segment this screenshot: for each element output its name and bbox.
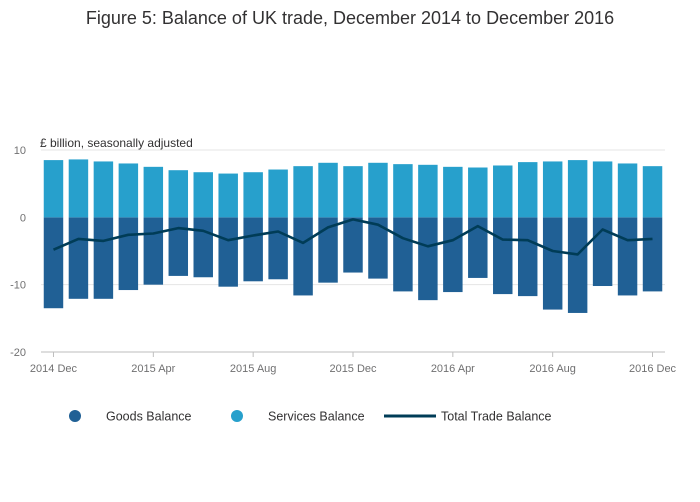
- y-tick-label: -20: [10, 347, 26, 359]
- chart-title: Figure 5: Balance of UK trade, December …: [85, 8, 615, 28]
- services-bar: [68, 159, 89, 218]
- legend-services-label: Services Balance: [268, 410, 365, 424]
- x-tick-label: 2016 Apr: [431, 363, 475, 375]
- services-bar: [517, 162, 538, 218]
- goods-bar: [143, 217, 164, 285]
- services-bar: [43, 160, 64, 218]
- goods-bar: [243, 217, 263, 282]
- goods-bar: [93, 217, 114, 299]
- goods-bar: [68, 217, 89, 299]
- y-tick-label: -10: [10, 280, 26, 292]
- goods-bar: [393, 217, 413, 292]
- services-bar: [493, 165, 513, 218]
- services-bar: [418, 164, 438, 218]
- services-bar: [93, 161, 114, 218]
- goods-bar: [193, 217, 213, 278]
- services-bar: [468, 167, 488, 218]
- goods-bars: [43, 217, 663, 313]
- x-tick-label: 2015 Apr: [131, 363, 175, 375]
- services-bar: [293, 166, 313, 218]
- services-bar: [592, 161, 613, 218]
- x-axis: 2014 Dec 2015 Apr 2015 Aug 2015 Dec 2016 Apr…: [30, 351, 677, 375]
- y-tick-label: 10: [14, 145, 26, 157]
- y-tick-label: 0: [20, 212, 26, 224]
- services-bar: [143, 166, 164, 218]
- y-axis: 10 0 -10 -20: [10, 145, 26, 359]
- goods-bar: [517, 217, 538, 297]
- x-tick-label: 2016 Dec: [629, 363, 677, 375]
- legend-total-label: Total Trade Balance: [441, 410, 552, 424]
- legend-goods-marker: [69, 410, 81, 422]
- goods-bar: [617, 217, 638, 296]
- x-tick-label: 2015 Dec: [329, 363, 377, 375]
- goods-bar: [443, 217, 463, 293]
- goods-bar: [118, 217, 139, 291]
- goods-bar: [343, 217, 363, 273]
- services-bar: [193, 172, 213, 218]
- total-trade-series-line: [52, 218, 653, 256]
- services-bars: [43, 159, 663, 218]
- goods-bar: [493, 217, 513, 295]
- x-tick-label: 2016 Aug: [529, 363, 576, 375]
- legend: Goods Balance Services Balance Total Trade…: [69, 410, 552, 424]
- services-bar: [168, 170, 189, 218]
- services-bar: [393, 164, 413, 218]
- goods-bar: [218, 217, 238, 287]
- services-bar: [343, 166, 363, 218]
- goods-bar: [368, 217, 388, 279]
- services-bar: [243, 172, 263, 218]
- services-bar: [218, 173, 238, 218]
- total-trade-line: [52, 218, 653, 256]
- goods-bar: [642, 217, 663, 292]
- x-tick-label: 2014 Dec: [30, 363, 78, 375]
- services-bar: [318, 162, 338, 218]
- services-bar: [368, 162, 388, 218]
- services-bar: [118, 163, 139, 218]
- goods-bar: [542, 217, 563, 310]
- goods-bar: [567, 217, 588, 313]
- goods-bar: [318, 217, 338, 283]
- x-tick-label: 2015 Aug: [230, 363, 277, 375]
- services-bar: [617, 163, 638, 218]
- services-bar: [443, 166, 463, 218]
- goods-bar: [468, 217, 488, 278]
- goods-bar: [168, 217, 189, 276]
- legend-services-marker: [231, 410, 243, 422]
- goods-bar: [293, 217, 313, 296]
- goods-bar: [418, 217, 438, 301]
- legend-goods-label: Goods Balance: [106, 410, 192, 424]
- goods-bar: [43, 217, 64, 309]
- goods-bar: [592, 217, 613, 287]
- y-axis-unit-label: £ billion, seasonally adjusted: [40, 136, 193, 150]
- services-bar: [567, 160, 588, 218]
- services-bar: [542, 161, 563, 218]
- services-bar: [642, 166, 663, 218]
- goods-bar: [268, 217, 288, 280]
- services-bar: [268, 169, 288, 218]
